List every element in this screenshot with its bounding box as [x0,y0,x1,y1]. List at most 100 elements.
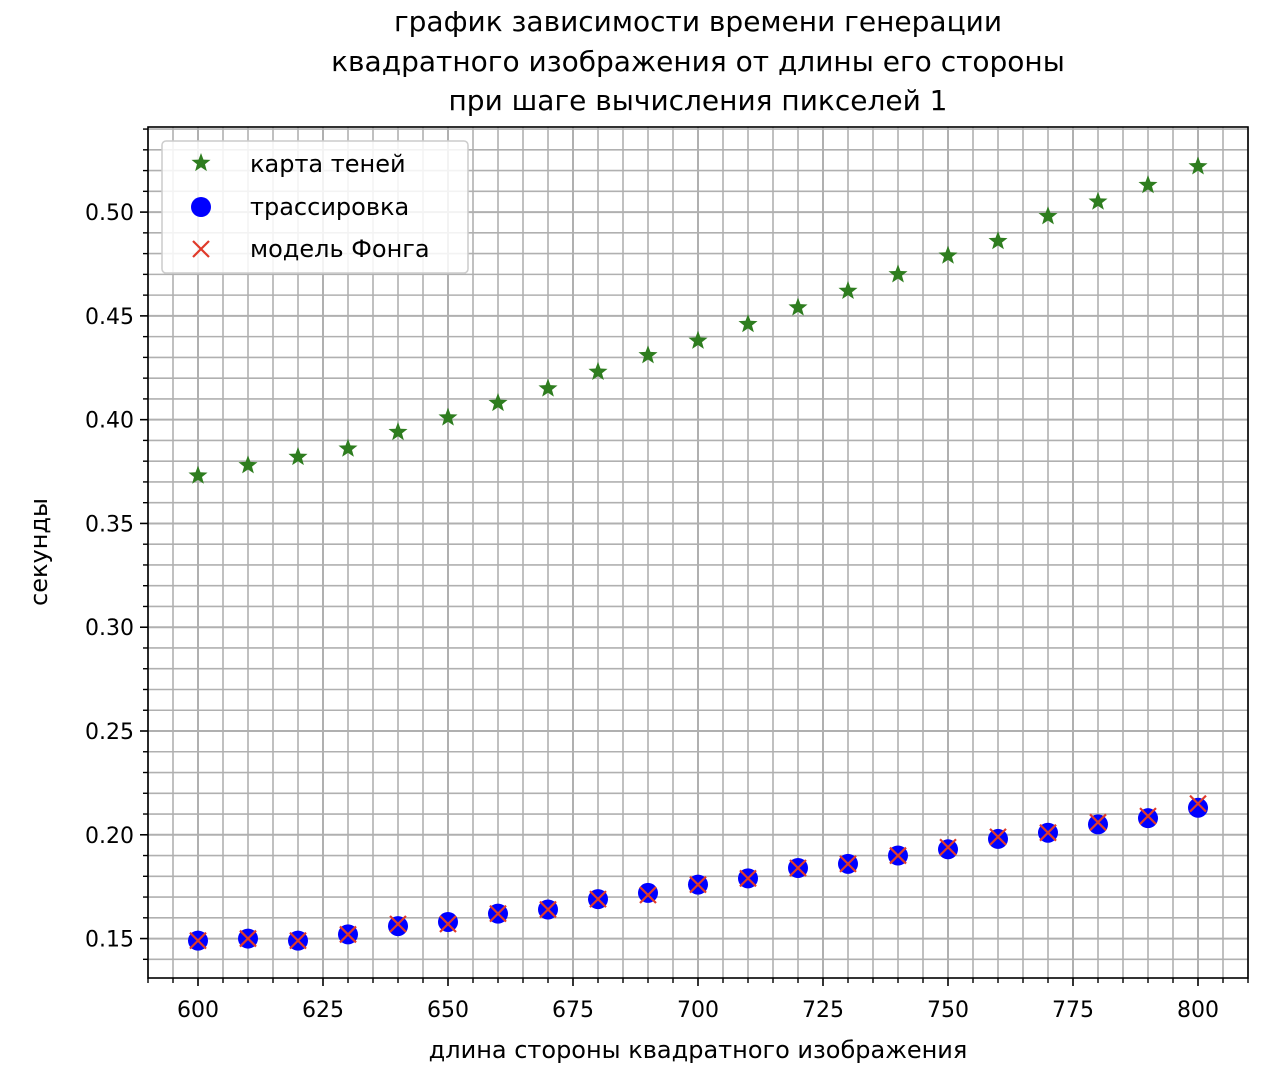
phong-point [739,869,757,888]
legend-marker-star-icon [191,153,211,172]
shadow-map-point [988,231,1008,250]
shadow-map-point [188,465,208,484]
x-tick-labels: 600 625 650 675 700 725 750 775 800 [177,998,1219,1023]
phong-point [639,886,657,904]
ray-tracing-point [1138,808,1158,829]
x-marker-stroke [789,859,807,877]
x-marker-stroke [539,900,557,919]
x-marker-stroke [889,846,907,865]
phong-point [839,855,857,873]
x-marker-stroke [289,931,307,950]
phong-point [439,915,457,933]
x-tick-label: 750 [927,998,969,1023]
x-tick-label: 800 [1177,998,1219,1023]
x-marker-stroke [1089,813,1107,832]
x-tick-label: 625 [302,998,344,1023]
ray-tracing-point [988,828,1008,849]
shadow-map-point [638,345,658,364]
phong-point [489,904,507,923]
shadow-map-point [238,455,258,474]
x-tick-label: 700 [677,998,719,1023]
x-tick-label: 650 [427,998,469,1023]
phong-point [1189,794,1207,813]
y-tick-label: 0.15 [85,928,134,953]
x-axis-label: длина стороны квадратного изображения [429,1036,968,1064]
phong-point [989,828,1007,846]
shadow-map-point [688,330,708,349]
phong-point [189,931,207,950]
legend-label-ray-tracing: трассировка [250,193,409,221]
x-marker-stroke [1039,823,1057,842]
x-marker-stroke [939,838,957,857]
x-marker-stroke [1189,794,1207,813]
ray-tracing-point [938,839,958,860]
chart-title-line: квадратного изображения от длины его сто… [331,45,1065,78]
shadow-map-point [588,361,608,381]
y-axis-label: секунды [25,498,53,606]
x-marker-stroke [192,240,210,258]
shadow-map-point [1138,175,1158,194]
x-tick-label: 675 [552,998,594,1023]
x-marker-stroke [639,886,657,904]
x-marker-stroke [189,931,207,950]
x-tick-label: 775 [1052,998,1094,1023]
phong-point [389,915,407,933]
y-tick-label: 0.30 [85,616,134,641]
y-tick-label: 0.45 [85,305,134,330]
phong-point [689,875,707,894]
x-marker-stroke [239,929,257,948]
y-tick-label: 0.40 [85,409,134,434]
ray-tracing-point [1188,797,1208,818]
phong-point [539,900,557,919]
x-tick-label: 600 [177,998,219,1023]
x-marker-stroke [489,904,507,923]
ray-tracing-point [1088,814,1108,835]
phong-point [889,846,907,865]
y-tick-label: 0.25 [85,720,134,745]
phong-point [239,929,257,948]
x-marker-stroke [739,869,757,888]
phong-point [589,890,607,908]
legend-marker-x-icon [192,240,210,258]
phong-point [1039,823,1057,842]
shadow-map-point [838,280,858,300]
legend-markers [191,153,211,258]
shadow-map-point [1188,156,1208,175]
shadow-map-point [788,297,808,316]
phong-point [939,838,957,857]
x-tick-label: 725 [802,998,844,1023]
chart-title-line: график зависимости времени генерации [394,5,1002,38]
legend-label-phong: модель Фонга [250,235,430,263]
phong-point [1139,807,1157,825]
legend: карта теней трассировка модель Фонга [161,140,469,274]
plot-points [188,156,1208,951]
ray-tracing-point [638,882,658,903]
legend-marker-circle-icon [191,197,211,217]
chart-title: график зависимости времени генерации ква… [331,5,1065,117]
shadow-map-point [1038,206,1058,225]
x-marker-stroke [389,915,407,933]
x-marker-stroke [339,925,357,944]
ray-tracing-point [388,916,408,937]
phong-point [289,931,307,950]
x-marker-stroke [439,915,457,933]
phong-point [1089,813,1107,832]
chart-title-line: при шаге вычисления пикселей 1 [449,84,948,117]
axis-ticks [140,128,1249,986]
shadow-map-point [1088,191,1108,210]
shadow-map-point [388,422,408,441]
shadow-map-point [488,393,508,412]
phong-point [789,859,807,877]
y-tick-label: 0.35 [85,512,134,537]
major-grid [148,127,1248,978]
x-marker-stroke [839,855,857,873]
shadow-map-point [438,407,458,426]
shadow-map-point [288,447,308,466]
ray-tracing-point [438,911,458,932]
phong-point [339,925,357,944]
shadow-map-point [338,438,358,457]
x-marker-stroke [1139,807,1157,825]
y-tick-label: 0.50 [85,201,134,226]
y-tick-label: 0.20 [85,824,134,849]
